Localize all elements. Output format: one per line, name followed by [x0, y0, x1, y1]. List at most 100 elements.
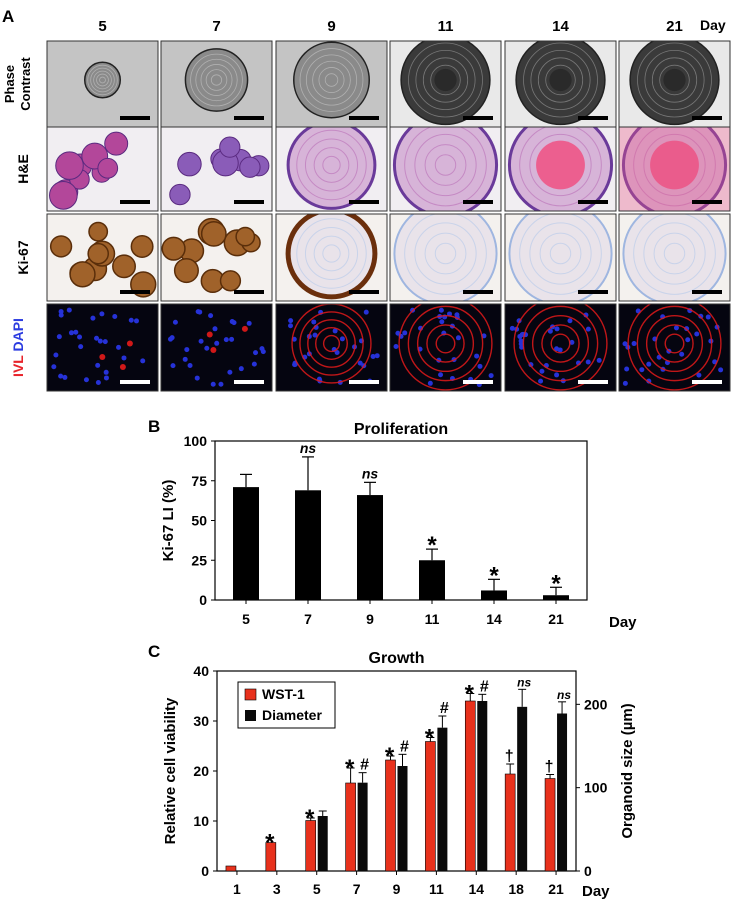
dapi-nucleus [182, 356, 188, 362]
dapi-nucleus [539, 368, 545, 374]
dapi-nucleus [77, 334, 83, 340]
wst1-marker: * [305, 805, 315, 832]
legend-label-diameter: Diameter [262, 707, 322, 723]
organoid-layer [653, 232, 696, 275]
micrograph-border [389, 303, 502, 392]
dapi-nucleus [112, 313, 118, 319]
keratin-core [650, 140, 699, 190]
dapi-nucleus [311, 319, 317, 325]
micrograph [275, 213, 388, 302]
row-label: H&E [15, 154, 31, 184]
organoid-ring [299, 48, 364, 112]
micrograph [275, 303, 388, 392]
wst1-marker: * [345, 755, 355, 782]
dapi-nucleus [374, 353, 380, 359]
dapi-nucleus [218, 381, 224, 387]
proliferation-chart: Proliferation 0 25 50 75 100 Ki-67 LI (%) 5 7 ns 9… [160, 421, 637, 631]
ivl-ring [398, 304, 493, 391]
organoid-ring [430, 64, 461, 96]
dapi-nucleus [53, 352, 59, 358]
organoid-layer [296, 218, 367, 289]
ivl-spot [206, 331, 213, 338]
panel-a-letter: A [2, 7, 14, 26]
dapi-nucleus [518, 341, 524, 347]
micrograph [275, 40, 388, 128]
positive-cluster [235, 226, 256, 247]
y-left-tick-label: 30 [193, 713, 209, 729]
ivl-ring [636, 305, 713, 382]
bar [357, 495, 383, 600]
micrograph [504, 303, 617, 392]
ivl-ring [299, 311, 364, 376]
organoid-ring [545, 64, 576, 96]
scale-bar [349, 200, 379, 204]
organoid-layer [414, 133, 477, 197]
scale-bar [120, 380, 150, 384]
dapi-nucleus [646, 361, 652, 367]
micrograph-border [275, 303, 388, 392]
positive-cluster [87, 242, 110, 265]
x-tick-label: 3 [273, 881, 281, 897]
dapi-nucleus [438, 307, 444, 313]
scale-bar [692, 380, 722, 384]
dapi-nucleus [718, 367, 724, 373]
dapi-nucleus [685, 337, 691, 343]
dapi-nucleus [402, 330, 408, 336]
dapi-nucleus [238, 366, 244, 372]
bar [233, 487, 259, 600]
micrograph-border [46, 126, 159, 212]
day-header: 14 [552, 18, 569, 35]
y-tick-label: 50 [191, 513, 207, 529]
keratin-core [536, 140, 585, 190]
organoid-layer [296, 129, 367, 201]
organoid-ring [318, 67, 345, 93]
dapi-nucleus [231, 320, 237, 326]
micrograph [160, 213, 273, 302]
bar [419, 560, 445, 600]
organoid-layer [663, 242, 686, 265]
ivl-ring [664, 333, 685, 354]
dapi-nucleus [184, 347, 190, 353]
fluor-background [276, 304, 387, 391]
x-axis-label: Day [582, 883, 610, 900]
dapi-nucleus [208, 313, 214, 319]
organoid-ring [190, 53, 243, 107]
x-tick-label: 7 [353, 881, 361, 897]
dapi-nucleus [585, 326, 591, 332]
organoid-ring [195, 58, 238, 102]
micrograph [46, 213, 159, 302]
y-tick-label: 100 [184, 433, 208, 449]
organoid-layer [549, 242, 572, 265]
micrograph [160, 126, 273, 212]
micrograph-border [160, 126, 273, 212]
cell-cluster [55, 151, 84, 180]
row-label-text: IVL DAPI [10, 318, 26, 377]
bar-diameter [437, 727, 448, 871]
organoid-layer [519, 127, 602, 207]
dapi-nucleus [212, 326, 218, 332]
organoid-ring [651, 57, 698, 103]
dapi-nucleus [246, 320, 252, 326]
dapi-nucleus [83, 377, 89, 383]
micrograph [504, 40, 617, 128]
dapi-nucleus [696, 372, 702, 378]
dapi-nucleus [253, 350, 259, 356]
x-tick-label: 5 [313, 881, 321, 897]
micrograph-border [160, 213, 273, 302]
x-tick-label: 18 [508, 881, 524, 897]
micrograph [389, 213, 502, 302]
y-left-tick-label: 0 [201, 863, 209, 879]
micrograph-border [504, 213, 617, 302]
ivl-ring [513, 304, 608, 391]
bar-diameter [557, 713, 568, 871]
dapi-nucleus [712, 359, 718, 365]
dapi-nucleus [58, 373, 64, 379]
positive-cluster [161, 236, 186, 261]
dapi-nucleus [259, 346, 265, 352]
day-header: 21 [666, 18, 683, 35]
plot-frame [214, 440, 588, 601]
legend: WST-1 Diameter [237, 681, 336, 729]
organoid-ring [312, 60, 351, 100]
dapi-nucleus [596, 357, 602, 363]
ivl-ring [531, 314, 590, 373]
